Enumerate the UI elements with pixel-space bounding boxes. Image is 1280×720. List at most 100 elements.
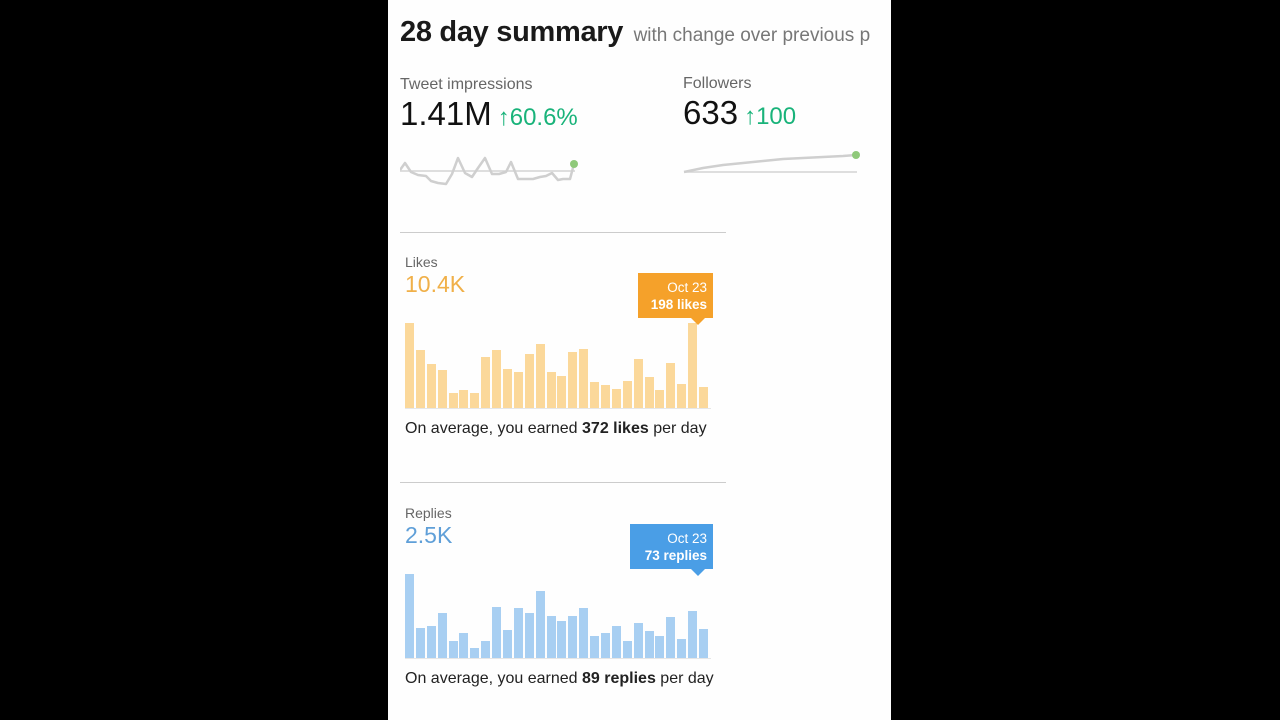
bar-d16[interactable] [568, 616, 578, 658]
bar-d9[interactable] [492, 607, 502, 658]
tooltip-value: 198 likes [650, 297, 707, 312]
section-divider [400, 232, 726, 233]
bar-d19[interactable] [601, 385, 611, 408]
bar-d13[interactable] [535, 344, 545, 408]
bar-d23[interactable] [644, 631, 654, 658]
bar-d7[interactable] [470, 648, 480, 658]
likes-tooltip: Oct 23 198 likes [638, 273, 713, 325]
bar-d14[interactable] [546, 372, 556, 408]
likes-section: Likes 10.4K Oct 23 198 likes On average,… [405, 254, 715, 437]
avg-bold: 372 likes [582, 420, 649, 437]
bar-d12[interactable] [524, 354, 534, 408]
bar-d18[interactable] [590, 636, 600, 658]
bar-d23[interactable] [644, 377, 654, 408]
bar-d1[interactable] [405, 574, 414, 658]
avg-prefix: On average, you earned [405, 420, 583, 437]
bar-d22[interactable] [633, 359, 643, 408]
tooltip-value: 73 replies [644, 548, 707, 563]
bar-d2[interactable] [415, 350, 425, 408]
bar-d28[interactable] [699, 387, 709, 408]
avg-suffix: per day [655, 670, 714, 687]
bar-d12[interactable] [524, 613, 534, 658]
bar-d17[interactable] [579, 349, 589, 408]
bar-d11[interactable] [513, 608, 523, 658]
bar-d22[interactable] [633, 623, 643, 658]
bar-d10[interactable] [503, 369, 513, 408]
likes-bar-chart[interactable] [405, 308, 711, 409]
bar-d5[interactable] [448, 393, 458, 408]
kpi-delta-value: 100 [756, 103, 797, 130]
likes-label: Likes [405, 254, 438, 270]
bar-d3[interactable] [426, 626, 436, 658]
bar-d8[interactable] [481, 641, 491, 658]
bar-d1[interactable] [405, 323, 414, 408]
bar-d25[interactable] [666, 617, 676, 658]
bar-d7[interactable] [470, 393, 480, 408]
bar-d26[interactable] [677, 384, 687, 408]
summary-subtitle: with change over previous p [633, 25, 871, 46]
bar-d15[interactable] [557, 376, 567, 408]
bar-d4[interactable] [437, 613, 447, 658]
tooltip-date: Oct 23 [667, 280, 707, 295]
section-divider [400, 482, 726, 483]
replies-average-text: On average, you earned 89 replies per da… [405, 667, 715, 691]
bar-d4[interactable] [437, 370, 447, 408]
bar-d20[interactable] [611, 626, 621, 658]
bar-d11[interactable] [513, 372, 523, 408]
bar-oct-23[interactable] [688, 323, 698, 408]
bar-d8[interactable] [481, 357, 491, 408]
bar-d17[interactable] [579, 608, 589, 658]
bar-d15[interactable] [557, 621, 567, 658]
bar-d21[interactable] [622, 641, 632, 658]
bar-d6[interactable] [459, 633, 469, 658]
sparkline-endpoint-dot [852, 151, 860, 159]
kpi-label: Tweet impressions [400, 76, 533, 93]
bar-d10[interactable] [503, 630, 513, 658]
kpi-label: Followers [683, 75, 752, 92]
bar-d6[interactable] [459, 390, 469, 408]
bar-d2[interactable] [415, 628, 425, 658]
replies-total: 2.5K [405, 522, 453, 548]
bar-d9[interactable] [492, 350, 502, 408]
summary-title: 28 day summary [400, 16, 624, 48]
bar-d24[interactable] [655, 636, 665, 658]
kpi-value: 1.41M [400, 95, 492, 132]
replies-label: Replies [405, 505, 452, 521]
bar-d24[interactable] [655, 390, 665, 408]
tooltip-caret [691, 318, 705, 325]
avg-bold-number: 89 [582, 670, 600, 687]
likes-average-text: On average, you earned 372 likes per day [405, 417, 715, 441]
followers-sparkline [683, 151, 860, 174]
bar-d3[interactable] [426, 364, 436, 408]
kpi-followers[interactable]: Followers 633 ↑100 [683, 75, 796, 132]
sparkline-endpoint-dot [570, 160, 578, 168]
summary-header: 28 day summary with change over previous… [400, 16, 870, 49]
avg-prefix: On average, you earned [405, 670, 583, 687]
analytics-panel: 28 day summary with change over previous… [388, 0, 891, 720]
bar-d21[interactable] [622, 381, 632, 408]
bar-d19[interactable] [601, 633, 611, 658]
bar-d25[interactable] [666, 363, 676, 408]
replies-tooltip: Oct 23 73 replies [630, 524, 713, 576]
arrow-up-icon: ↑ [497, 104, 510, 131]
bar-d16[interactable] [568, 352, 578, 408]
replies-bar-chart[interactable] [405, 558, 711, 659]
bar-oct-23[interactable] [688, 611, 698, 658]
likes-total: 10.4K [405, 271, 466, 297]
avg-suffix: per day [648, 420, 707, 437]
kpi-delta: ↑60.6% [498, 104, 578, 131]
bar-d20[interactable] [611, 389, 621, 408]
tooltip-date: Oct 23 [667, 531, 707, 546]
bar-d18[interactable] [590, 382, 600, 408]
bar-d14[interactable] [546, 616, 556, 658]
bar-d13[interactable] [535, 591, 545, 658]
replies-section: Replies 2.5K Oct 23 73 replies On averag… [405, 505, 715, 687]
kpi-value: 633 [683, 94, 739, 131]
kpi-delta-value: 60.6% [509, 104, 578, 131]
bar-d26[interactable] [677, 639, 687, 658]
bar-d5[interactable] [448, 641, 458, 658]
tooltip-caret [691, 569, 705, 576]
bar-d28[interactable] [699, 629, 709, 658]
kpi-delta: ↑100 [744, 103, 796, 130]
kpi-tweet-impressions[interactable]: Tweet impressions 1.41M ↑60.6% [400, 76, 578, 133]
